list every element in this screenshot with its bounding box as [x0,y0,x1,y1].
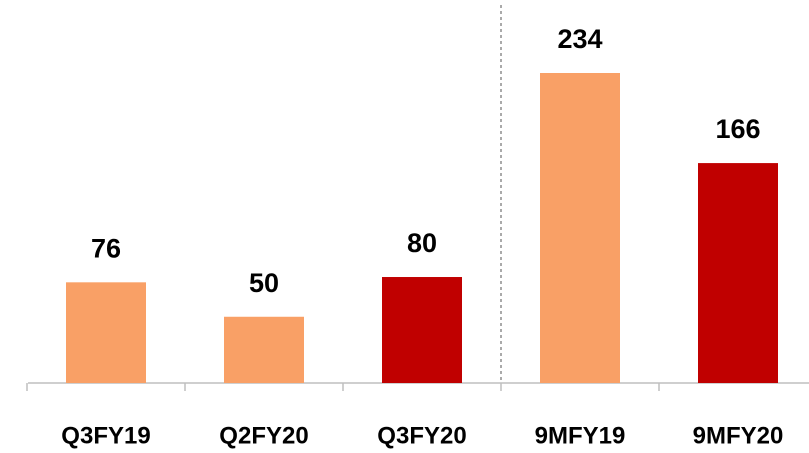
bar [540,73,620,383]
x-tick-label: 9MFY19 [535,422,626,449]
value-label: 76 [91,233,121,263]
bar [224,316,304,383]
value-label: 234 [557,24,602,54]
bar [66,282,146,383]
bar [698,163,778,383]
x-tick-label: 9MFY20 [693,422,784,449]
x-tick-label: Q2FY20 [219,422,308,449]
x-tick-label: Q3FY20 [377,422,466,449]
value-label: 80 [407,228,437,258]
value-label: 166 [715,114,760,144]
value-label: 50 [249,268,279,298]
bar [382,277,462,383]
x-tick-label: Q3FY19 [61,422,150,449]
